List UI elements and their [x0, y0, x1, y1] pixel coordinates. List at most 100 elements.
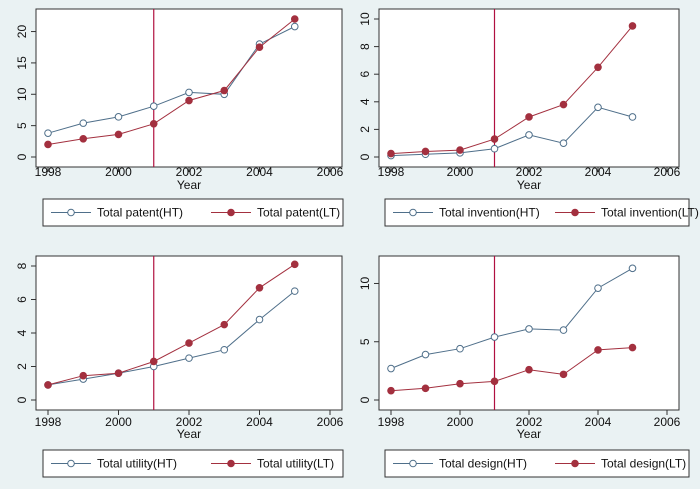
data-point — [80, 120, 87, 127]
x-axis-title: Year — [177, 427, 201, 441]
x-tick-label: 2000 — [447, 165, 474, 179]
x-tick-label: 2006 — [317, 165, 344, 179]
data-point — [221, 87, 228, 94]
chart-grid: 0 5 10 15 20 1998 2000 2002 2004 2006 Year Total pa… — [0, 0, 700, 484]
data-point — [186, 355, 193, 362]
data-point — [388, 387, 395, 394]
data-point — [45, 382, 52, 389]
data-point — [526, 114, 533, 121]
data-point — [221, 321, 228, 328]
legend-marker — [410, 460, 417, 467]
y-tick-label: 0 — [358, 396, 372, 403]
x-axis-title: Year — [517, 178, 541, 192]
data-point — [526, 326, 533, 333]
data-point — [526, 132, 533, 139]
data-point — [560, 140, 567, 147]
x-axis-title: Year — [517, 427, 541, 441]
plot-area — [36, 9, 342, 167]
legend: Total design(HT) Total design(LT) — [385, 450, 689, 477]
data-point — [457, 147, 464, 154]
chart-panel: 0 2 4 6 8 1998 2000 2002 2004 2006 Year Total utili… — [15, 256, 344, 477]
x-tick-label: 2004 — [585, 415, 612, 429]
data-point — [457, 345, 464, 352]
legend-label: Total invention(LT) — [601, 206, 699, 220]
data-point — [80, 136, 87, 143]
data-point — [491, 378, 498, 385]
x-tick-label: 1998 — [35, 165, 62, 179]
y-tick-label: 6 — [358, 71, 372, 78]
data-point — [491, 145, 498, 152]
y-tick-label: 10 — [358, 12, 372, 26]
data-point — [629, 23, 636, 30]
data-point — [422, 148, 429, 155]
y-tick-label: 0 — [358, 153, 372, 160]
y-tick-label: 10 — [15, 87, 29, 101]
data-point — [526, 366, 533, 373]
legend-label: Total invention(HT) — [439, 206, 540, 220]
chart-panel: 0 5 10 15 20 1998 2000 2002 2004 2006 Year Total pa… — [15, 9, 344, 226]
x-tick-label: 1998 — [378, 165, 405, 179]
chart-panel: 05101998 2000 2002 2004 2006YearTotal design… — [358, 256, 689, 477]
y-tick-label: 8 — [15, 262, 29, 269]
data-point — [388, 365, 395, 372]
legend-marker — [228, 209, 235, 216]
data-point — [491, 334, 498, 341]
data-point — [291, 288, 298, 295]
legend-label: Total design(LT) — [601, 457, 686, 471]
x-tick-label: 2002 — [176, 165, 203, 179]
x-axis-title: Year — [177, 178, 201, 192]
y-tick-label: 20 — [15, 25, 29, 39]
legend-label: Total patent(LT) — [257, 206, 340, 220]
plot-area — [379, 9, 679, 167]
y-tick-label: 5 — [15, 122, 29, 129]
y-tick-label: 0 — [15, 153, 29, 160]
y-tick-label: 0 — [15, 396, 29, 403]
x-tick-label: 2006 — [654, 415, 681, 429]
legend: Total patent(HT) Total patent(LT) — [43, 199, 343, 226]
plot-area — [36, 256, 342, 410]
data-point — [256, 284, 263, 291]
x-tick-label: 1998 — [35, 415, 62, 429]
legend-label: Total utility(LT) — [257, 457, 334, 471]
data-point — [221, 346, 228, 353]
x-tick-label: 2006 — [317, 415, 344, 429]
data-point — [629, 344, 636, 351]
legend-marker — [410, 209, 417, 216]
data-point — [595, 347, 602, 354]
data-point — [256, 44, 263, 51]
y-tick-label: 2 — [15, 363, 29, 370]
legend-marker — [572, 460, 579, 467]
legend-marker — [68, 209, 75, 216]
chart-canvas: 051015201998 2000 2002 2004 2006YearTotal pa… — [0, 0, 700, 484]
x-tick-label: 2000 — [105, 415, 132, 429]
data-point — [115, 114, 122, 121]
x-tick-label: 1998 — [378, 415, 405, 429]
data-point — [45, 130, 52, 137]
legend-label: Total design(HT) — [439, 457, 527, 471]
legend-marker — [228, 460, 235, 467]
data-point — [491, 136, 498, 143]
data-point — [595, 285, 602, 292]
data-point — [115, 131, 122, 138]
legend-label: Total patent(HT) — [97, 206, 183, 220]
data-point — [422, 351, 429, 358]
y-tick-label: 4 — [358, 98, 372, 105]
y-tick-label: 4 — [15, 329, 29, 336]
legend-marker — [68, 460, 75, 467]
data-point — [595, 64, 602, 71]
data-point — [186, 89, 193, 96]
data-point — [80, 372, 87, 379]
x-tick-label: 2006 — [654, 165, 681, 179]
data-point — [186, 97, 193, 104]
data-point — [560, 371, 567, 378]
data-point — [388, 150, 395, 157]
data-point — [629, 265, 636, 272]
chart-panel: 0 2 4 6 8 10 1998 2000 2002 2004 2006 Year Total inv… — [358, 9, 699, 226]
data-point — [595, 104, 602, 111]
x-tick-label: 2004 — [246, 165, 273, 179]
data-point — [186, 340, 193, 347]
x-tick-label: 2004 — [246, 415, 273, 429]
legend: Total invention(HT) Total invention(LT) — [385, 199, 699, 226]
legend-marker — [572, 209, 579, 216]
data-point — [560, 101, 567, 108]
